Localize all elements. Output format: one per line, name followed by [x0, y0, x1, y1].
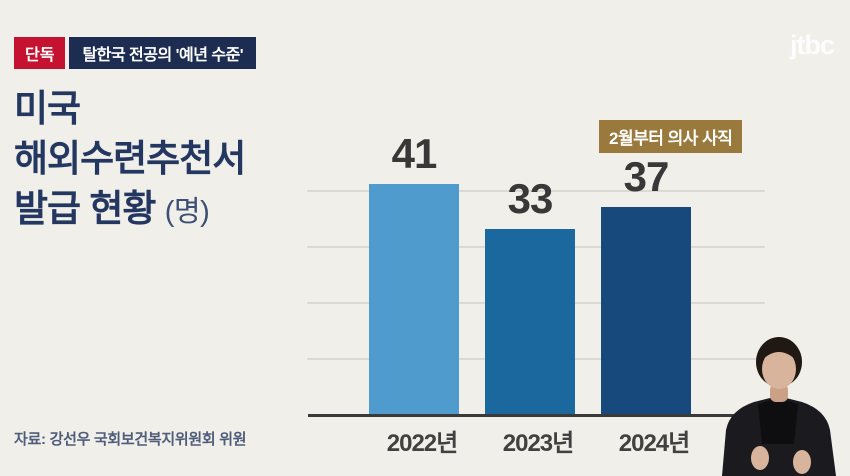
- x-label-2022년: 2022년: [386, 430, 458, 457]
- bar-value-2024년: 37: [623, 153, 670, 200]
- bar-2023년: [485, 229, 575, 414]
- sign-language-interpreter: [722, 337, 836, 476]
- jtbc-logo: jtbc: [789, 30, 835, 60]
- bar-2022년: [369, 184, 459, 414]
- x-axis-line: [308, 414, 800, 417]
- source-credit: 자료: 강선우 국회보건복지위원회 위원: [14, 431, 247, 448]
- title-unit: (명): [164, 196, 210, 228]
- exclusive-badge: 단독: [14, 37, 66, 69]
- bar-value-2023년: 33: [507, 175, 554, 222]
- title-line-2: 해외수련추천서: [14, 138, 246, 179]
- headline-badge: 탈한국 전공의 '예년 수준': [69, 37, 257, 69]
- interpreter-hand-left: [751, 446, 769, 470]
- title-line-3: 발급 현황 (명): [14, 188, 210, 229]
- x-label-2023년: 2023년: [502, 430, 574, 457]
- bar-value-2022년: 41: [391, 130, 438, 177]
- interpreter-face: [762, 349, 796, 389]
- interpreter-shirt: [758, 398, 798, 444]
- title-line-1: 미국: [14, 88, 81, 129]
- gridline-40: [307, 190, 765, 192]
- interpreter-hand-right: [793, 450, 811, 474]
- interpreter-neck: [770, 384, 788, 402]
- header-badges: 단독 탈한국 전공의 '예년 수준': [14, 37, 257, 69]
- bar-2024년: [601, 207, 691, 414]
- page-title: 미국 해외수련추천서 발급 현황 (명): [14, 84, 246, 237]
- interpreter-fringe: [762, 346, 796, 360]
- annotation-badge: 2월부터 의사 사직: [599, 120, 743, 153]
- x-label-2024년: 2024년: [618, 430, 690, 457]
